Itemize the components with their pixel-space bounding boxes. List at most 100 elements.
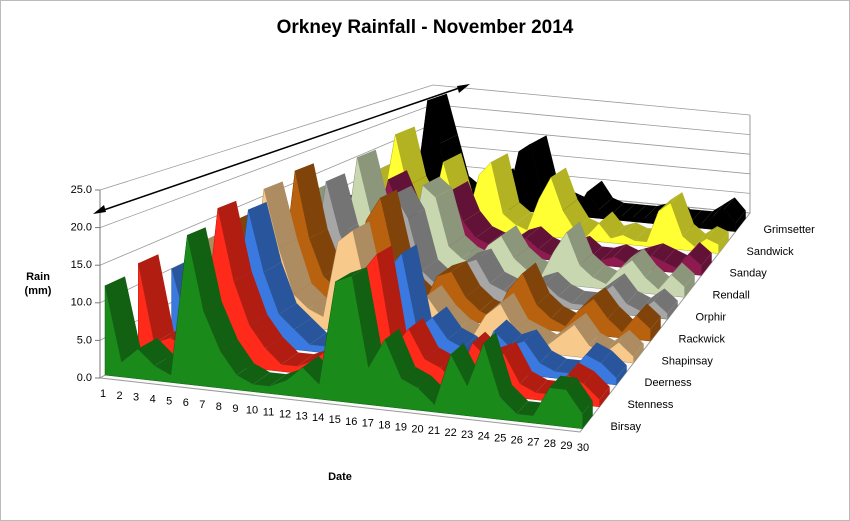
area-top [658, 192, 683, 211]
area-top [426, 284, 456, 317]
legend-label: Rackwick [679, 333, 726, 345]
y-tick-label: 15.0 [71, 259, 92, 271]
area-top [503, 202, 531, 225]
area-top [636, 303, 661, 330]
area-top [601, 350, 627, 379]
area-top [500, 292, 529, 332]
y-tick-label: 0.0 [77, 372, 92, 384]
area-top [427, 93, 458, 144]
area-top [248, 201, 282, 272]
area-top [501, 225, 529, 259]
x-tick-label: 4 [150, 393, 156, 405]
area-top [544, 323, 572, 348]
area-top [618, 329, 644, 357]
area-top [293, 283, 326, 309]
x-tick-label: 24 [478, 431, 490, 443]
area-top [187, 227, 222, 312]
x-tick-label: 3 [133, 392, 139, 404]
area-top [217, 200, 252, 281]
legend-label: Shapinsay [662, 355, 714, 367]
area-top [424, 347, 455, 368]
x-tick-label: 30 [577, 442, 589, 454]
area-top [422, 176, 453, 198]
x-axis-title: Date [328, 471, 352, 483]
area-top [671, 262, 695, 287]
x-tick-label: 13 [295, 410, 307, 422]
area-top [538, 236, 566, 256]
area-top [670, 192, 694, 237]
x-tick-label: 18 [378, 420, 390, 432]
area-top [574, 312, 601, 346]
area-top [598, 211, 625, 239]
area-top [619, 248, 644, 270]
area-end [701, 252, 712, 276]
area-top [394, 185, 425, 219]
area-top [587, 180, 613, 210]
area-top [689, 210, 713, 225]
area-top [278, 238, 312, 295]
x-tick-label: 27 [527, 436, 539, 448]
area-top [220, 339, 255, 375]
area-top [465, 285, 495, 311]
area-top [253, 372, 287, 387]
area-top [462, 248, 492, 264]
x-tick-label: 21 [428, 425, 440, 437]
area-top [559, 312, 586, 336]
area-top [520, 371, 548, 393]
area-end [616, 365, 627, 385]
x-tick-label: 7 [199, 399, 205, 411]
x-tick-label: 14 [312, 412, 324, 424]
area-top [593, 287, 620, 319]
area-top [476, 248, 505, 284]
area-top [663, 249, 688, 268]
area-top [437, 260, 467, 277]
area-top [607, 306, 633, 333]
area-top [579, 287, 606, 310]
area-top [694, 226, 718, 247]
x-tick-label: 10 [246, 405, 258, 417]
area [104, 234, 583, 429]
x-tick-label: 12 [279, 408, 291, 420]
area-top [493, 319, 522, 347]
x-tick-label: 22 [444, 427, 456, 439]
x-tick-label: 23 [461, 429, 473, 441]
area-top [491, 153, 520, 214]
area-top [706, 226, 729, 245]
area-top [475, 226, 505, 244]
annotation-arrow [93, 84, 470, 214]
area-top [357, 149, 389, 212]
area-top [579, 253, 606, 278]
area-top [566, 221, 593, 266]
x-tick-label: 17 [362, 418, 374, 430]
area-top [612, 273, 638, 304]
area-top [566, 377, 593, 414]
area-top [408, 208, 438, 271]
area-top [613, 244, 639, 263]
area-end [582, 401, 593, 429]
area-top [451, 260, 481, 298]
area-top [524, 329, 552, 364]
y-tick-label: 25.0 [71, 184, 92, 196]
area-top [712, 197, 735, 217]
area-top [603, 329, 630, 354]
area-top [544, 271, 572, 297]
area-top [432, 306, 462, 340]
legend-label: Sanday [730, 268, 768, 280]
area-top [504, 342, 532, 384]
area-top [281, 352, 314, 367]
area-end [667, 300, 678, 320]
area-top [500, 384, 529, 414]
legend-label: Stenness [628, 399, 674, 411]
area-top [689, 242, 712, 266]
x-tick-label: 15 [329, 414, 341, 426]
area-top [598, 197, 624, 216]
x-tick-label: 6 [183, 397, 189, 409]
legend-label: Grimsetter [764, 224, 816, 236]
area-top [592, 264, 619, 284]
area-top [137, 337, 174, 366]
area-top [236, 363, 271, 385]
area-top [724, 197, 746, 224]
area-top [264, 181, 298, 248]
